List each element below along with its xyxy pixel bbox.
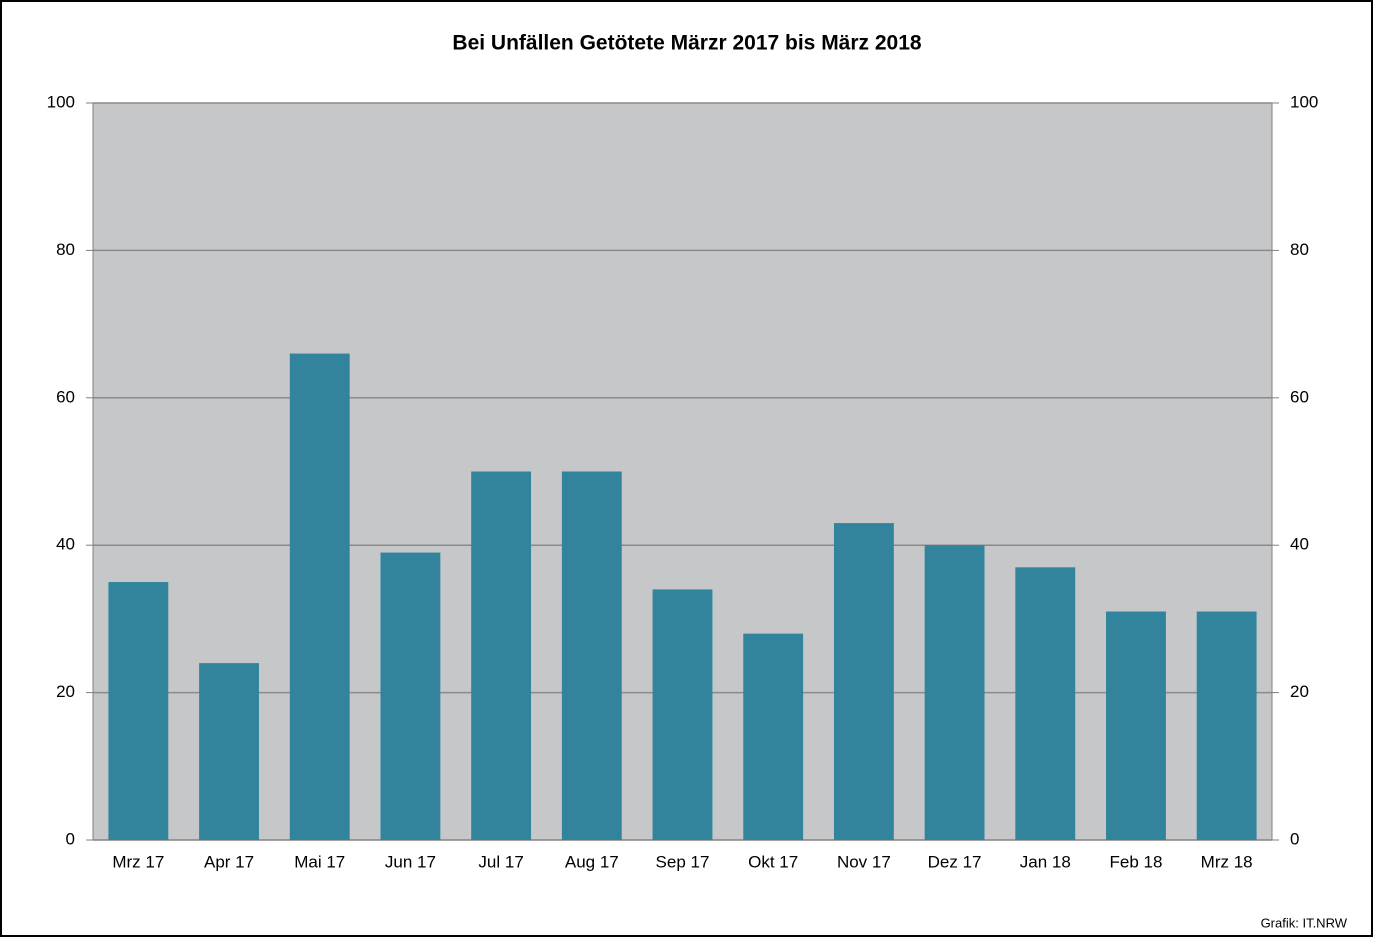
x-tick-label: Jul 17 [478, 852, 523, 871]
y-tick-label: 60 [56, 387, 75, 406]
y2-tick-label: 80 [1290, 240, 1309, 259]
bar [1015, 567, 1076, 840]
x-tick-label: Okt 17 [748, 852, 798, 871]
x-tick-label: Jan 18 [1020, 852, 1071, 871]
bar [652, 589, 713, 840]
y2-tick-label: 100 [1290, 92, 1318, 111]
bar [380, 552, 441, 840]
y2-tick-label: 20 [1290, 682, 1309, 701]
chart-title: Bei Unfällen Getötete Märzr 2017 bis Mär… [452, 32, 921, 55]
bar [108, 582, 169, 840]
y-tick-label: 0 [66, 829, 75, 848]
y-tick-label: 80 [56, 240, 75, 259]
y2-tick-label: 40 [1290, 535, 1309, 554]
bar [199, 663, 259, 840]
y-tick-label: 100 [47, 92, 75, 111]
y2-tick-label: 60 [1290, 387, 1309, 406]
y-tick-label: 40 [56, 535, 75, 554]
x-tick-label: Jun 17 [385, 852, 436, 871]
x-tick-label: Aug 17 [565, 852, 619, 871]
bar [833, 523, 894, 840]
x-tick-label: Sep 17 [656, 852, 710, 871]
y2-tick-label: 0 [1290, 829, 1299, 848]
x-tick-label: Feb 18 [1109, 852, 1162, 871]
x-tick-label: Apr 17 [204, 852, 254, 871]
x-tick-label: Mrz 18 [1201, 852, 1253, 871]
bar [1196, 611, 1257, 840]
bar [289, 353, 350, 840]
bar [1106, 611, 1166, 840]
bar [924, 545, 985, 840]
source: Grafik: IT.NRW [1261, 915, 1348, 930]
bar [561, 471, 622, 840]
x-tick-label: Mai 17 [294, 852, 345, 871]
x-tick-label: Nov 17 [837, 852, 891, 871]
x-tick-label: Dez 17 [928, 852, 982, 871]
y-tick-label: 20 [56, 682, 75, 701]
x-tick-label: Mrz 17 [112, 852, 164, 871]
bar [743, 633, 804, 840]
bar [471, 471, 532, 840]
